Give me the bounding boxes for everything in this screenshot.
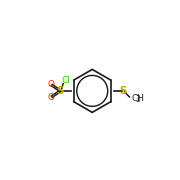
Text: 3: 3 [135, 95, 140, 104]
Text: O: O [48, 80, 55, 89]
Text: Cl: Cl [62, 76, 71, 85]
Text: CH: CH [131, 94, 144, 103]
Text: S: S [57, 86, 64, 96]
Text: O: O [48, 93, 55, 102]
Text: S: S [120, 86, 127, 96]
